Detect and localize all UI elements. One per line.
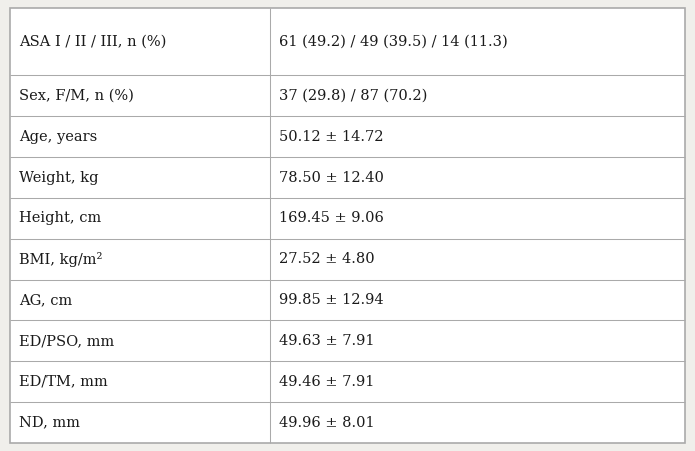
Text: Weight, kg: Weight, kg — [19, 170, 98, 184]
Text: ASA I / II / III, n (%): ASA I / II / III, n (%) — [19, 35, 166, 49]
Text: 61 (49.2) / 49 (39.5) / 14 (11.3): 61 (49.2) / 49 (39.5) / 14 (11.3) — [279, 35, 507, 49]
Text: 50.12 ± 14.72: 50.12 ± 14.72 — [279, 129, 383, 144]
Text: ND, mm: ND, mm — [19, 415, 80, 429]
Text: Height, cm: Height, cm — [19, 212, 101, 226]
Text: 169.45 ± 9.06: 169.45 ± 9.06 — [279, 212, 384, 226]
Text: ED/TM, mm: ED/TM, mm — [19, 375, 108, 389]
Text: 49.46 ± 7.91: 49.46 ± 7.91 — [279, 375, 374, 389]
Text: 37 (29.8) / 87 (70.2): 37 (29.8) / 87 (70.2) — [279, 89, 427, 103]
Text: Sex, F/M, n (%): Sex, F/M, n (%) — [19, 89, 133, 103]
Text: 49.96 ± 8.01: 49.96 ± 8.01 — [279, 415, 375, 429]
Text: 27.52 ± 4.80: 27.52 ± 4.80 — [279, 252, 375, 266]
Text: AG, cm: AG, cm — [19, 293, 72, 307]
Text: BMI, kg/m²: BMI, kg/m² — [19, 252, 102, 267]
Text: 49.63 ± 7.91: 49.63 ± 7.91 — [279, 334, 374, 348]
Text: ED/PSO, mm: ED/PSO, mm — [19, 334, 114, 348]
Text: 78.50 ± 12.40: 78.50 ± 12.40 — [279, 170, 384, 184]
Text: Age, years: Age, years — [19, 129, 97, 144]
Text: 99.85 ± 12.94: 99.85 ± 12.94 — [279, 293, 383, 307]
